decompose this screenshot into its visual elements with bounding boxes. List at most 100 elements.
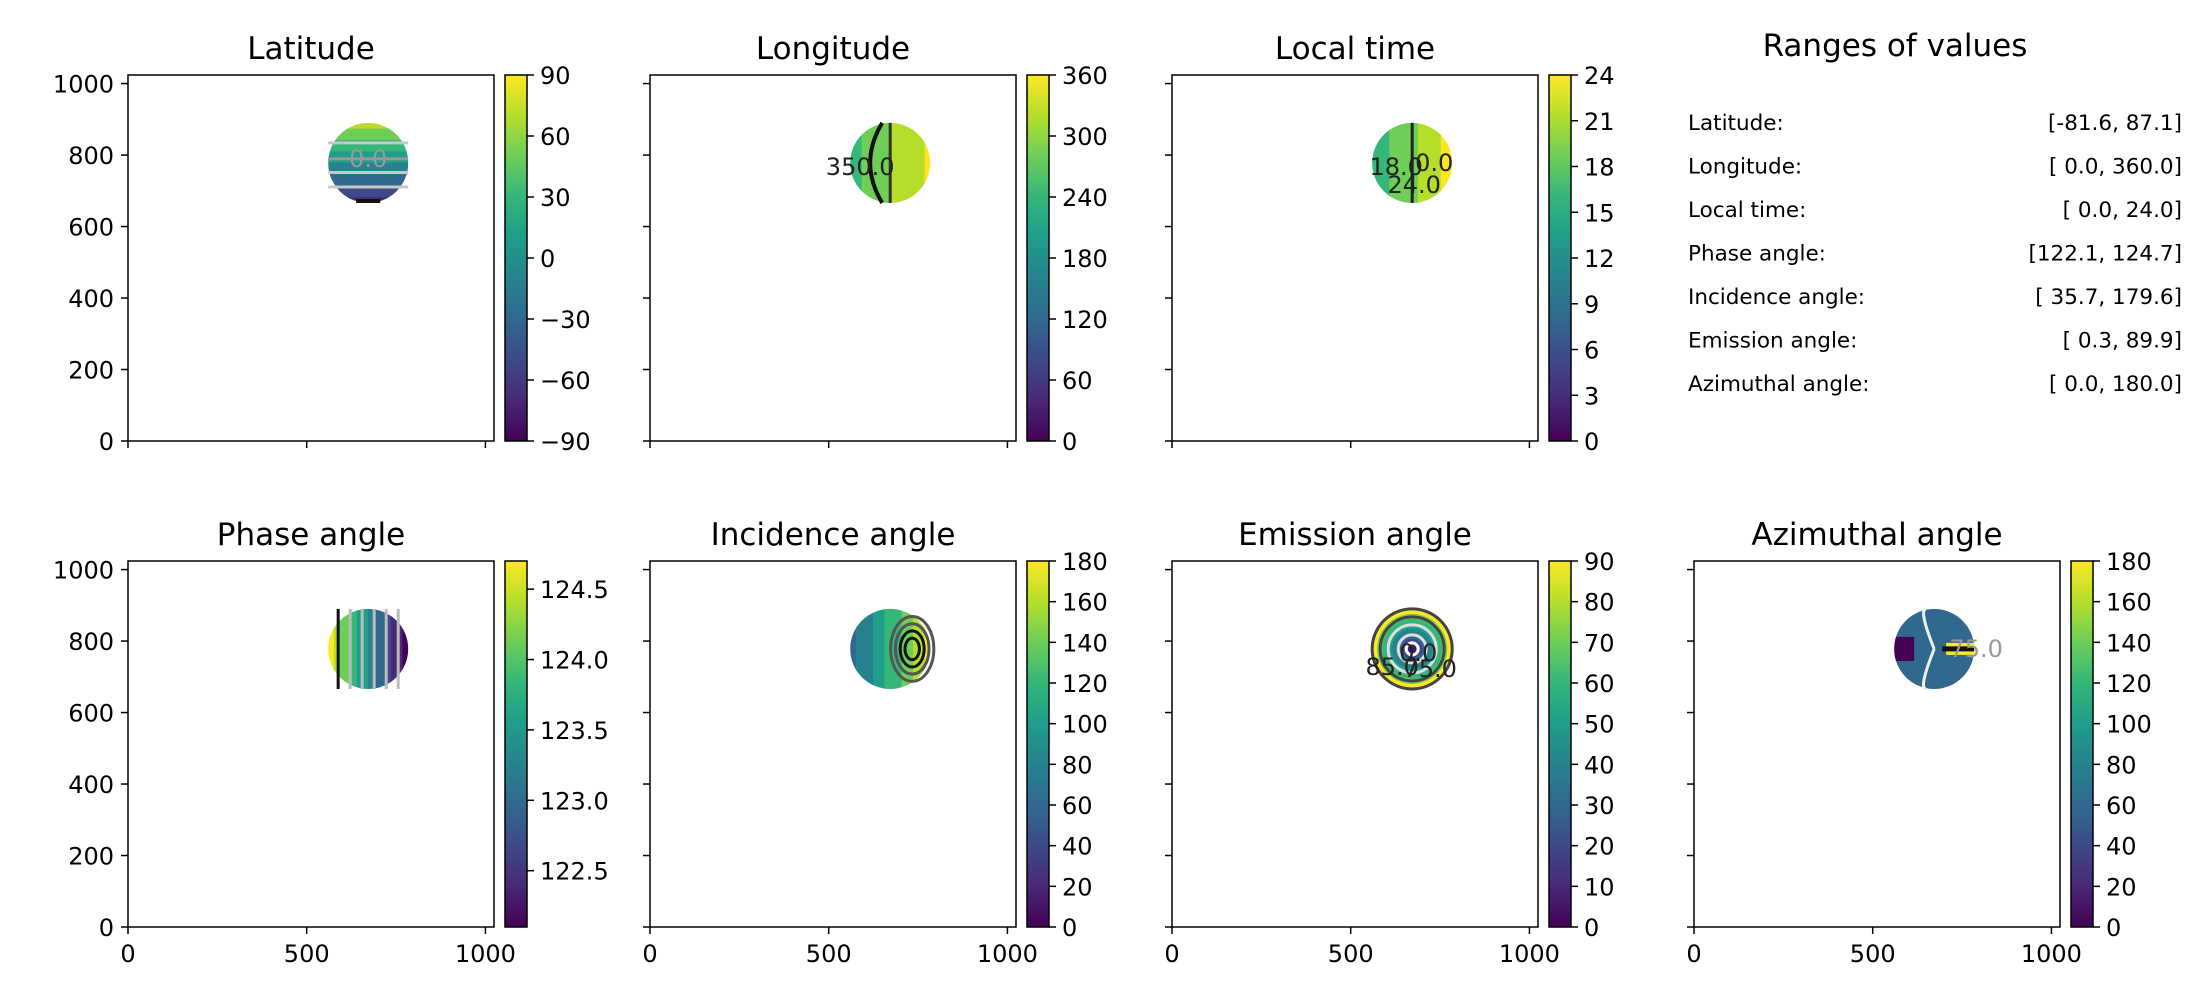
contour-label: 0.0 [1399,639,1437,667]
contour-label: 0.0 [349,145,387,173]
contour-line [898,629,926,669]
disk-band [402,608,409,689]
ranges-table-panel: Ranges of values Latitude: [-81.6, 87.1] L… [1688,28,2182,397]
range-row-label: Phase angle: [1688,242,1826,267]
colorbar-tick-label: −30 [540,306,591,334]
colorbar-tick-label: 80 [2106,751,2137,779]
colorbar-tick-label: 10 [1584,873,1615,901]
colorbar-tick-label: 50 [1584,711,1615,739]
disk-band [878,608,886,689]
disk-band [328,185,409,193]
y-tick-label: 0 [99,428,114,456]
colorbar-tick-label: 160 [2106,589,2152,617]
ranges-table-title: Ranges of values [1763,28,2028,64]
colorbar-tick-label: 140 [2106,629,2152,657]
y-tick-label: 400 [68,285,114,313]
disk-band [356,608,364,689]
colorbar-tick-label: 30 [1584,792,1615,820]
colorbar-gradient [1548,560,1572,928]
contour-line [868,121,884,204]
range-row-value: [ 35.7, 179.6] [2035,285,2182,310]
disk-band [328,162,409,170]
colorbar-tick-label: 24 [1584,62,1615,90]
colorbar-tick-label: 60 [1062,792,1093,820]
colorbar-gradient [2070,560,2094,928]
local-time-axes [1171,74,1539,442]
colorbar-tick-label: 60 [1062,367,1093,395]
contour-line [1370,607,1454,691]
x-tick-label: 1000 [2021,940,2082,968]
emission-angle-colorbar: 90 80 70 60 50 40 30 20 10 0 [1548,548,1615,942]
disk-band [391,608,398,689]
disk-band [328,608,335,689]
disk-band [861,608,869,689]
contour-line [1922,607,1936,650]
colorbar-tick-label: 123.0 [540,787,609,815]
disk-band [328,157,409,164]
disk-band [907,608,915,689]
disk-band [918,608,926,689]
colorbar-tick-label: 60 [2106,792,2137,820]
latitude-contours [328,141,409,203]
phase-angle-ticks: 0 500 1000 0 200 400 600 800 1000 [53,557,516,968]
colorbar-gradient [504,560,528,928]
colorbar-tick-label: 80 [1062,751,1093,779]
disk-band [895,122,903,203]
colorbar-tick-label: 90 [540,62,571,90]
x-tick-label: 1000 [1499,940,1560,968]
disk-band [328,145,409,153]
colorbar-tick-label: 0 [1062,914,1077,942]
colorbar-tick-label: 20 [1062,873,1093,901]
disk-band [855,122,863,203]
range-row-label: Latitude: [1688,111,1784,136]
range-row-label: Azimuthal angle: [1688,372,1869,397]
disk-band [861,122,869,203]
disk-band [1400,122,1408,203]
disk-band [362,608,370,689]
disk-band [1894,636,1915,661]
colorbar-tick-label: 60 [1584,670,1615,698]
local-time-colorbar: 24 21 18 15 12 9 6 3 0 [1548,62,1615,456]
x-tick-label: 0 [1686,940,1701,968]
latitude-panel: Latitude 0.0 0 200 400 600 800 1000 90 60 30 0 −30 −6… [53,31,591,456]
y-tick-label: 1000 [53,71,114,99]
contour-line [889,615,936,683]
x-tick-label: 0 [642,940,657,968]
disk-band [913,608,920,689]
colorbar-tick-label: 70 [1584,629,1615,657]
disk-band [924,608,931,689]
colorbar-tick-label: 6 [1584,337,1599,365]
latitude-axes [127,74,495,442]
y-tick-label: 200 [68,357,114,385]
colorbar-tick-label: 20 [2106,873,2137,901]
range-row-label: Incidence angle: [1688,285,1865,310]
contour-line [1386,623,1438,675]
disk-band [1395,122,1402,203]
colorbar-tick-label: 0 [540,245,555,273]
emission-angle-title: Emission angle [1238,517,1472,553]
disk-band [328,191,409,199]
x-tick-label: 0 [1164,940,1179,968]
colorbar-tick-label: 80 [1584,589,1615,617]
contour-label: 350.0 [826,153,895,181]
contour-line [1378,615,1446,683]
longitude-title: Longitude [756,31,910,67]
y-tick-label: 800 [68,628,114,656]
disk-band [385,608,393,689]
disk-band [1383,122,1391,203]
phase-angle-colorbar: 124.5 124.0 123.5 123.0 122.5 [504,560,609,928]
x-tick-label: 500 [284,940,330,968]
longitude-axes [649,74,1017,442]
disk-band [396,608,404,689]
colorbar-tick-label: 120 [1062,306,1108,334]
latitude-ticks: 0 200 400 600 800 1000 [53,71,487,456]
range-row-value: [122.1, 124.7] [2028,242,2182,267]
azimuthal-angle-title: Azimuthal angle [1751,517,2002,553]
x-tick-label: 500 [1850,940,1896,968]
azimuthal-angle-colorbar: 180 160 140 120 100 80 60 40 20 0 [2070,548,2152,942]
colorbar-gradient [1026,74,1050,442]
colorbar-tick-label: 30 [540,184,571,212]
contour-line [1396,633,1428,665]
local-time-disk-image [1372,122,1453,203]
